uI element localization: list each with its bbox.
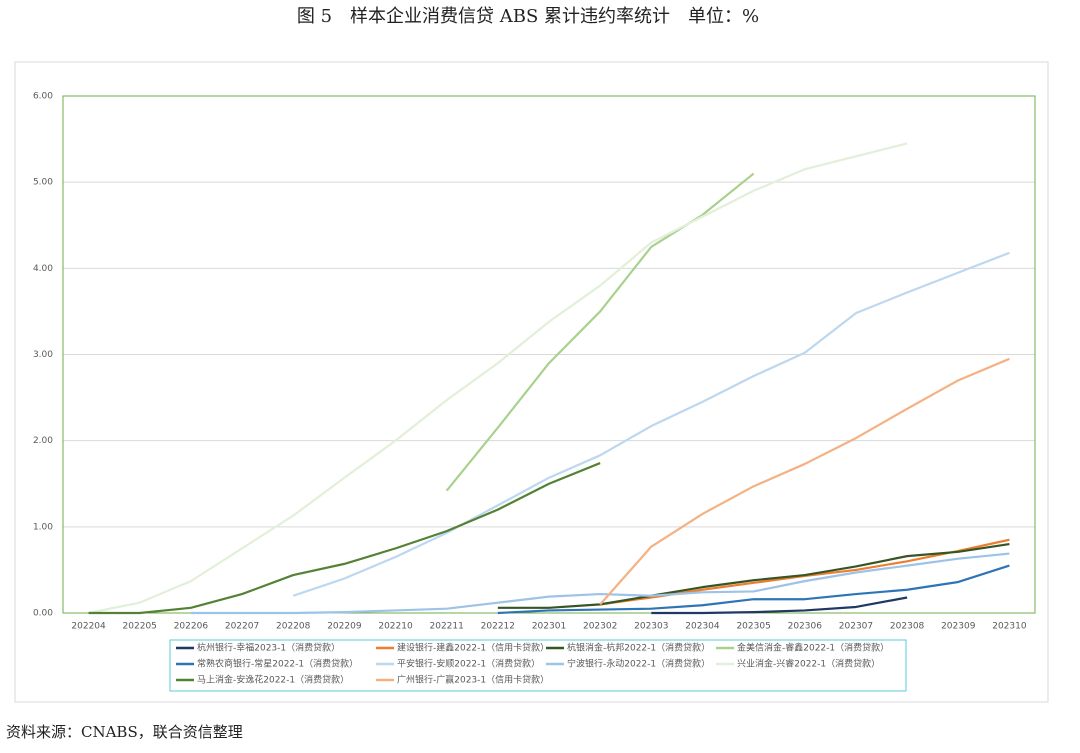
x-tick-label: 202206	[174, 622, 209, 632]
legend-label: 杭银消金-杭邦2022-1（消费贷款）	[567, 642, 710, 654]
y-tick-label: 3.00	[33, 350, 53, 360]
y-tick-label: 6.00	[33, 92, 53, 102]
legend-label: 马上消金-安逸花2022-1（消费贷款）	[197, 674, 349, 686]
x-tick-label: 202209	[327, 622, 362, 632]
series-line	[497, 564, 1010, 615]
y-tick-label: 5.00	[33, 178, 53, 188]
x-tick-label: 202302	[583, 622, 617, 632]
x-tick-label: 202306	[788, 622, 823, 632]
source: 资料来源：CNABS，联合资信整理	[6, 723, 243, 741]
series-line	[292, 251, 1010, 597]
x-tick-label: 202301	[532, 622, 566, 632]
plot-border	[62, 95, 1036, 614]
legend-label: 兴业消金-兴睿2022-1（消费贷款）	[737, 658, 880, 670]
chart-title: 图 5 样本企业消费信贷 ABS 累计违约率统计 单位：%	[297, 6, 759, 27]
legend-label: 广州银行-广赢2023-1（信用卡贷款）	[397, 674, 549, 686]
series-line	[445, 172, 755, 492]
x-tick-label: 202211	[430, 622, 464, 632]
x-tick-label: 202207	[225, 622, 259, 632]
series-line	[190, 552, 1010, 615]
x-tick-label: 202305	[736, 622, 770, 632]
x-tick-label: 202204	[71, 622, 106, 632]
x-tick-label: 202208	[276, 622, 311, 632]
series-line	[651, 596, 908, 615]
series-line	[88, 142, 908, 615]
x-tick-label: 202303	[634, 622, 668, 632]
series-line	[599, 357, 1010, 606]
series-line	[497, 542, 1010, 609]
legend-label: 杭州银行-幸福2023-1（消费贷款）	[197, 642, 340, 654]
y-tick-label: 2.00	[33, 436, 53, 446]
legend-label: 建设银行-建鑫2022-1（信用卡贷款）	[397, 642, 549, 654]
x-tick-label: 202205	[123, 622, 157, 632]
series-line	[88, 462, 601, 615]
y-tick-label: 1.00	[33, 522, 53, 532]
legend-label: 金美信消金-睿鑫2022-1（消费贷款）	[737, 642, 889, 654]
legend-label: 宁波银行-永动2022-1（消费贷款）	[567, 658, 710, 670]
chart-border	[14, 61, 1049, 703]
legend-label: 常熟农商银行-常星2022-1（消费贷款）	[197, 658, 358, 670]
x-tick-label: 202304	[685, 622, 720, 632]
x-tick-label: 202307	[839, 622, 873, 632]
x-tick-label: 202212	[481, 622, 515, 632]
x-tick-label: 202308	[890, 622, 925, 632]
legend-label: 平安银行-安顺2022-1（消费贷款）	[397, 658, 540, 670]
x-tick-label: 202210	[378, 622, 413, 632]
x-tick-label: 202310	[992, 622, 1027, 632]
y-tick-label: 0.00	[33, 609, 53, 619]
y-tick-label: 4.00	[33, 264, 53, 274]
x-tick-label: 202309	[941, 622, 976, 632]
legend-box	[169, 639, 907, 692]
